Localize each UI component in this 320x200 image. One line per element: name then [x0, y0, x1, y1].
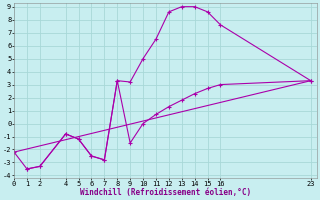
- X-axis label: Windchill (Refroidissement éolien,°C): Windchill (Refroidissement éolien,°C): [80, 188, 251, 197]
